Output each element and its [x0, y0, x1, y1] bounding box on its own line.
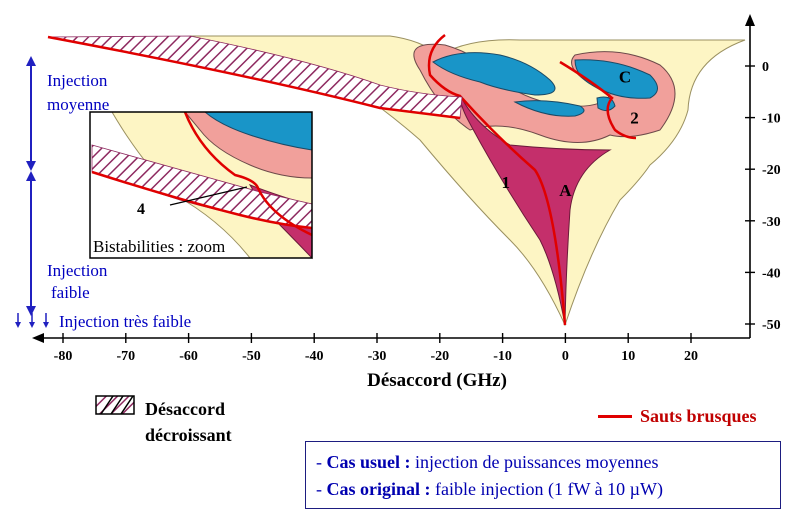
y-tick-label: -20	[762, 163, 781, 178]
x-tick-label: -50	[242, 349, 261, 364]
region-A	[459, 94, 612, 326]
region-label-2: 2	[630, 109, 639, 128]
jump-line	[47, 35, 461, 120]
jump-line	[427, 34, 567, 326]
notes-box: - Cas usuel : injection de puissances mo…	[305, 441, 781, 509]
jumps-legend-line	[598, 415, 632, 418]
x-axis-title: Désaccord (GHz)	[367, 370, 507, 391]
note-original: - Cas original : faible injection (1 fW …	[316, 479, 663, 499]
inset-label-4: 4	[137, 201, 145, 218]
injection-moyenne-label-1: Injection	[47, 71, 108, 90]
region-label-A: A	[559, 181, 572, 200]
x-axis-arrow	[32, 333, 44, 343]
blue-region	[574, 59, 658, 99]
jump-line	[559, 60, 637, 140]
x-tick-label: -40	[305, 349, 324, 364]
x-tick-label: 20	[684, 349, 698, 364]
y-tick-label: -50	[762, 318, 781, 333]
x-tick-label: -60	[179, 349, 198, 364]
hatch-legend-label: Désaccord décroissant	[145, 396, 232, 448]
injection-annotations	[15, 56, 49, 328]
y-tick-label: -10	[762, 112, 781, 127]
inset-title: Bistabilities : zoom	[93, 237, 225, 256]
hatch-legend-line1: Désaccord	[145, 399, 225, 419]
jumps-legend: Sauts brusques	[598, 406, 757, 427]
axes: -80 -70 -60 -50 -40 -30 -20 -10 0 10 20 0 -10 -20 -30 -…	[32, 14, 781, 364]
x-tick-label: -80	[54, 349, 73, 364]
injection-faible-label-2: faible	[51, 283, 90, 302]
y-axis-arrow	[745, 14, 755, 26]
x-tick-label: 10	[621, 349, 635, 364]
y-tick-label: -30	[762, 215, 781, 230]
x-tick-label: -30	[368, 349, 387, 364]
x-tick-label: -20	[430, 349, 449, 364]
hatch-legend-swatch	[95, 395, 135, 415]
blue-region	[432, 52, 556, 96]
y-tick-label: -40	[762, 266, 781, 281]
x-tick-label: -10	[493, 349, 512, 364]
blue-region	[513, 100, 585, 117]
injection-tres-faible-label: Injection très faible	[59, 312, 191, 331]
region-label-1: 1	[501, 173, 510, 192]
y-tick-label: 0	[762, 60, 769, 75]
injection-moyenne-label-2: moyenne	[47, 95, 109, 114]
x-tick-label: 0	[562, 349, 569, 364]
jumps-legend-label: Sauts brusques	[640, 406, 757, 426]
region-label-C: C	[619, 67, 631, 86]
note-usual: - Cas usuel : injection de puissances mo…	[316, 452, 659, 472]
hatch-legend-line2: décroissant	[145, 425, 232, 445]
injection-faible-label-1: Injection	[47, 261, 108, 280]
inset-zoom	[89, 111, 313, 260]
x-tick-label: -70	[116, 349, 135, 364]
